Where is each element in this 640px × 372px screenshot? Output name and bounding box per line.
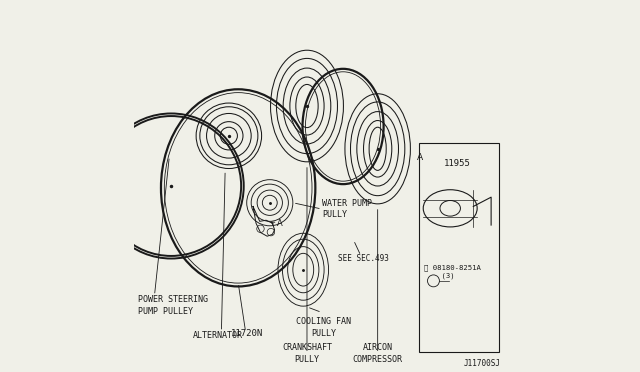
Bar <box>419 143 499 352</box>
Text: A: A <box>417 153 423 161</box>
Text: WATER PUMP
PULLY: WATER PUMP PULLY <box>322 199 372 219</box>
Text: 11955: 11955 <box>444 158 471 167</box>
Text: Ⓑ 08180-8251A
    (3): Ⓑ 08180-8251A (3) <box>424 264 481 279</box>
Text: POWER STEERING
PUMP PULLEY: POWER STEERING PUMP PULLEY <box>138 295 209 316</box>
Text: 11720N: 11720N <box>231 329 264 338</box>
Text: CRANKSHAFT
PULLY: CRANKSHAFT PULLY <box>282 343 332 364</box>
Text: SEE SEC.493: SEE SEC.493 <box>339 254 389 263</box>
Text: AIRCON
COMPRESSOR: AIRCON COMPRESSOR <box>353 343 403 364</box>
Text: ALTERNATOR: ALTERNATOR <box>193 331 243 340</box>
Text: J11700SJ: J11700SJ <box>463 359 500 368</box>
Text: COOLING FAN
PULLY: COOLING FAN PULLY <box>296 317 351 338</box>
Text: A: A <box>276 219 282 228</box>
